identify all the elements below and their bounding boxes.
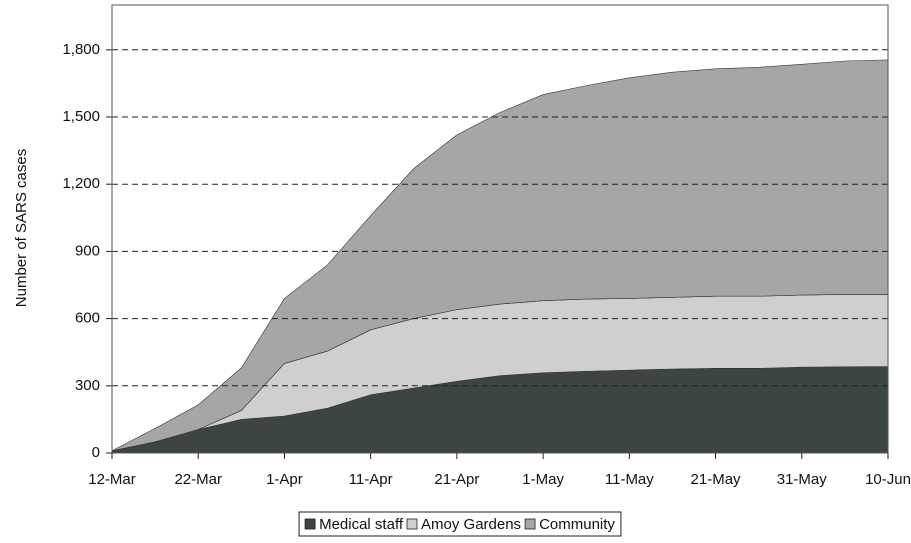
y-tick-label: 1,800 xyxy=(62,41,100,58)
x-tick-label: 21-Apr xyxy=(434,471,479,488)
y-tick-label: 900 xyxy=(75,242,100,259)
x-tick-label: 31-May xyxy=(777,471,828,488)
x-tick-label: 1-May xyxy=(522,471,564,488)
legend-frame xyxy=(298,511,622,537)
legend-swatch xyxy=(304,518,316,530)
legend-swatch xyxy=(524,518,536,530)
y-tick-label: 300 xyxy=(75,377,100,394)
x-tick-label: 12-Mar xyxy=(88,471,136,488)
y-tick-label: 1,500 xyxy=(62,108,100,125)
x-tick-label: 21-May xyxy=(691,471,742,488)
x-tick-label: 22-Mar xyxy=(174,471,222,488)
x-tick-label: 1-Apr xyxy=(266,471,303,488)
x-tick-label: 10-Jun xyxy=(865,471,911,488)
legend-swatch xyxy=(406,518,418,530)
y-tick-label: 0 xyxy=(92,444,100,461)
y-tick-label: 1,200 xyxy=(62,175,100,192)
x-tick-label: 11-Apr xyxy=(349,471,393,488)
legend: Medical staff Amoy Gardens Community xyxy=(298,511,622,537)
plot-frame xyxy=(111,4,889,454)
legend-label: Amoy Gardens xyxy=(421,516,521,533)
y-axis-label: Number of SARS cases xyxy=(13,149,30,307)
x-tick-label: 11-May xyxy=(605,471,654,488)
legend-label: Community xyxy=(539,516,615,533)
y-tick-label: 600 xyxy=(75,310,100,327)
legend-label: Medical staff xyxy=(319,516,404,533)
